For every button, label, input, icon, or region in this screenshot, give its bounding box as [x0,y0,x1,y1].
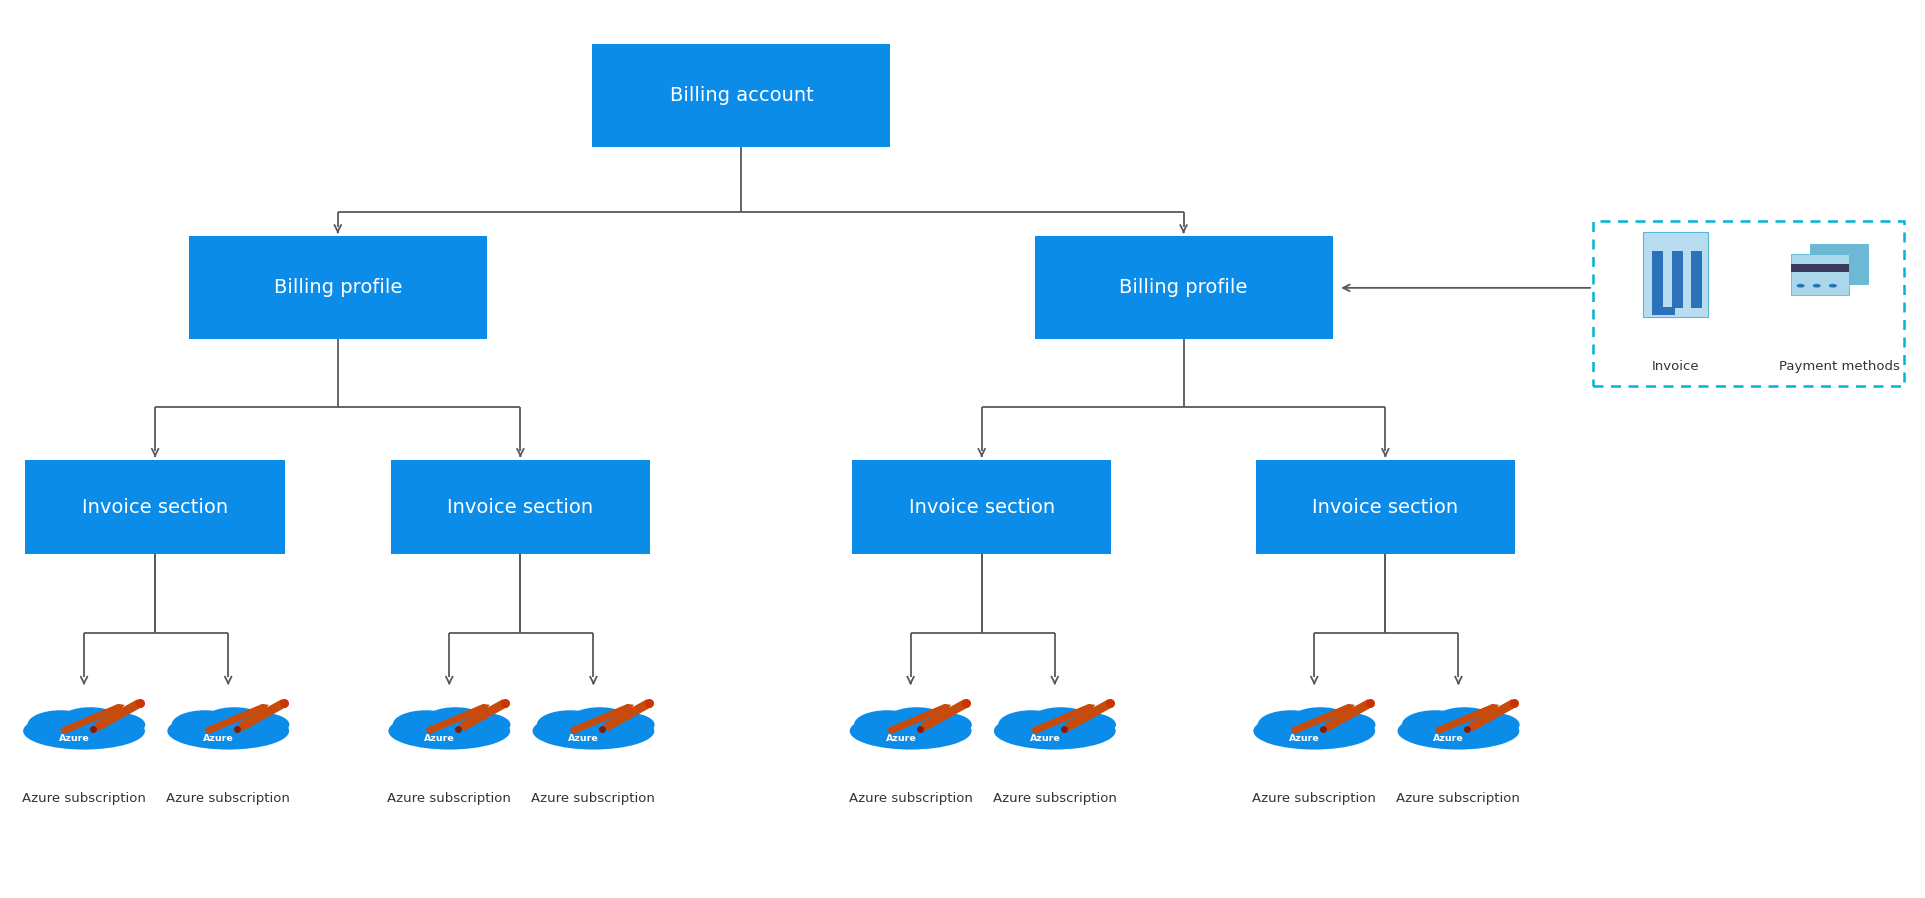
Ellipse shape [425,708,485,733]
Ellipse shape [1253,712,1374,750]
Ellipse shape [27,710,94,739]
Ellipse shape [886,708,947,733]
Ellipse shape [537,710,603,739]
Ellipse shape [167,712,289,750]
FancyBboxPatch shape [189,236,487,339]
Ellipse shape [993,712,1116,750]
Text: Azure subscription: Azure subscription [387,792,512,805]
Bar [1594,221,1904,386]
Ellipse shape [533,712,654,750]
Text: Azure: Azure [60,734,90,743]
Text: Azure subscription: Azure subscription [531,792,655,805]
Ellipse shape [570,708,629,733]
Text: Azure subscription: Azure subscription [993,792,1116,805]
Ellipse shape [849,712,972,750]
Text: Azure: Azure [204,734,235,743]
Text: Invoice section: Invoice section [909,497,1055,516]
Text: Invoice: Invoice [1652,360,1700,374]
Bar [1642,232,1707,317]
Ellipse shape [1055,712,1116,737]
FancyBboxPatch shape [593,44,891,147]
FancyArrowPatch shape [1292,704,1355,735]
Text: Azure: Azure [568,734,599,743]
Ellipse shape [1398,712,1519,750]
Ellipse shape [1401,710,1469,739]
Bar [1652,307,1675,315]
Ellipse shape [593,712,654,737]
Text: Invoice section: Invoice section [447,497,593,516]
FancyBboxPatch shape [1034,236,1332,339]
Text: Billing profile: Billing profile [1118,278,1247,297]
Ellipse shape [23,712,144,750]
FancyBboxPatch shape [853,460,1111,554]
Text: Azure: Azure [886,734,916,743]
Text: Azure subscription: Azure subscription [849,792,972,805]
FancyArrowPatch shape [1434,704,1500,735]
Text: Azure: Azure [424,734,454,743]
Ellipse shape [389,712,510,750]
Ellipse shape [999,710,1065,739]
Ellipse shape [1290,708,1351,733]
Bar [1790,263,1848,272]
Text: Billing profile: Billing profile [273,278,402,297]
FancyArrowPatch shape [570,704,633,735]
Ellipse shape [1459,712,1519,737]
FancyArrowPatch shape [62,704,125,735]
Text: Azure subscription: Azure subscription [21,792,146,805]
Circle shape [1796,284,1804,287]
Ellipse shape [229,712,289,737]
Text: Payment methods: Payment methods [1779,360,1900,374]
Bar [1671,251,1682,308]
Ellipse shape [1257,710,1324,739]
Bar [1692,251,1702,308]
Ellipse shape [1030,708,1091,733]
FancyBboxPatch shape [1255,460,1515,554]
FancyArrowPatch shape [1032,704,1095,735]
Circle shape [1829,284,1836,287]
Text: Azure: Azure [1030,734,1061,743]
Ellipse shape [171,710,239,739]
Ellipse shape [393,710,458,739]
Circle shape [1813,284,1821,287]
Text: Azure subscription: Azure subscription [166,792,291,805]
Text: Azure subscription: Azure subscription [1253,792,1376,805]
Ellipse shape [1315,712,1376,737]
FancyArrowPatch shape [204,704,270,735]
Ellipse shape [855,710,920,739]
Ellipse shape [1434,708,1496,733]
FancyArrowPatch shape [425,704,489,735]
Bar [1810,243,1867,284]
Ellipse shape [450,712,510,737]
Text: Invoice section: Invoice section [1313,497,1459,516]
FancyBboxPatch shape [391,460,651,554]
FancyArrowPatch shape [887,704,951,735]
Ellipse shape [60,708,121,733]
Bar [1790,254,1848,295]
Text: Azure: Azure [1290,734,1321,743]
Ellipse shape [85,712,144,737]
Ellipse shape [911,712,972,737]
Text: Billing account: Billing account [670,86,814,105]
Text: Invoice section: Invoice section [83,497,229,516]
Text: Azure subscription: Azure subscription [1396,792,1521,805]
FancyBboxPatch shape [25,460,285,554]
Text: Azure: Azure [1434,734,1465,743]
Ellipse shape [204,708,266,733]
Bar [1652,251,1663,308]
